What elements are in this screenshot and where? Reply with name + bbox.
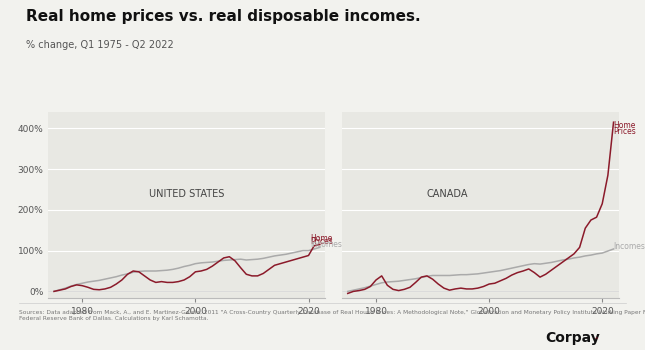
Text: Real home prices vs. real disposable incomes.: Real home prices vs. real disposable inc…: [26, 9, 421, 24]
Text: Home: Home: [613, 121, 636, 130]
Text: % change, Q1 1975 - Q2 2022: % change, Q1 1975 - Q2 2022: [26, 40, 174, 50]
Text: Corpay: Corpay: [545, 331, 600, 345]
Text: UNITED STATES: UNITED STATES: [149, 189, 224, 198]
Text: Sources: Data adapted from Mack, A., and E. Martinez-Garcia, 2011 "A Cross-Count: Sources: Data adapted from Mack, A., and…: [19, 310, 645, 321]
Text: Prices: Prices: [310, 237, 333, 246]
Text: Incomes: Incomes: [613, 242, 645, 251]
Text: Incomes: Incomes: [310, 240, 342, 249]
Text: ‸: ‸: [595, 329, 599, 339]
Text: CANADA: CANADA: [426, 189, 468, 198]
Text: Home: Home: [310, 234, 333, 243]
Text: Prices: Prices: [613, 127, 637, 136]
